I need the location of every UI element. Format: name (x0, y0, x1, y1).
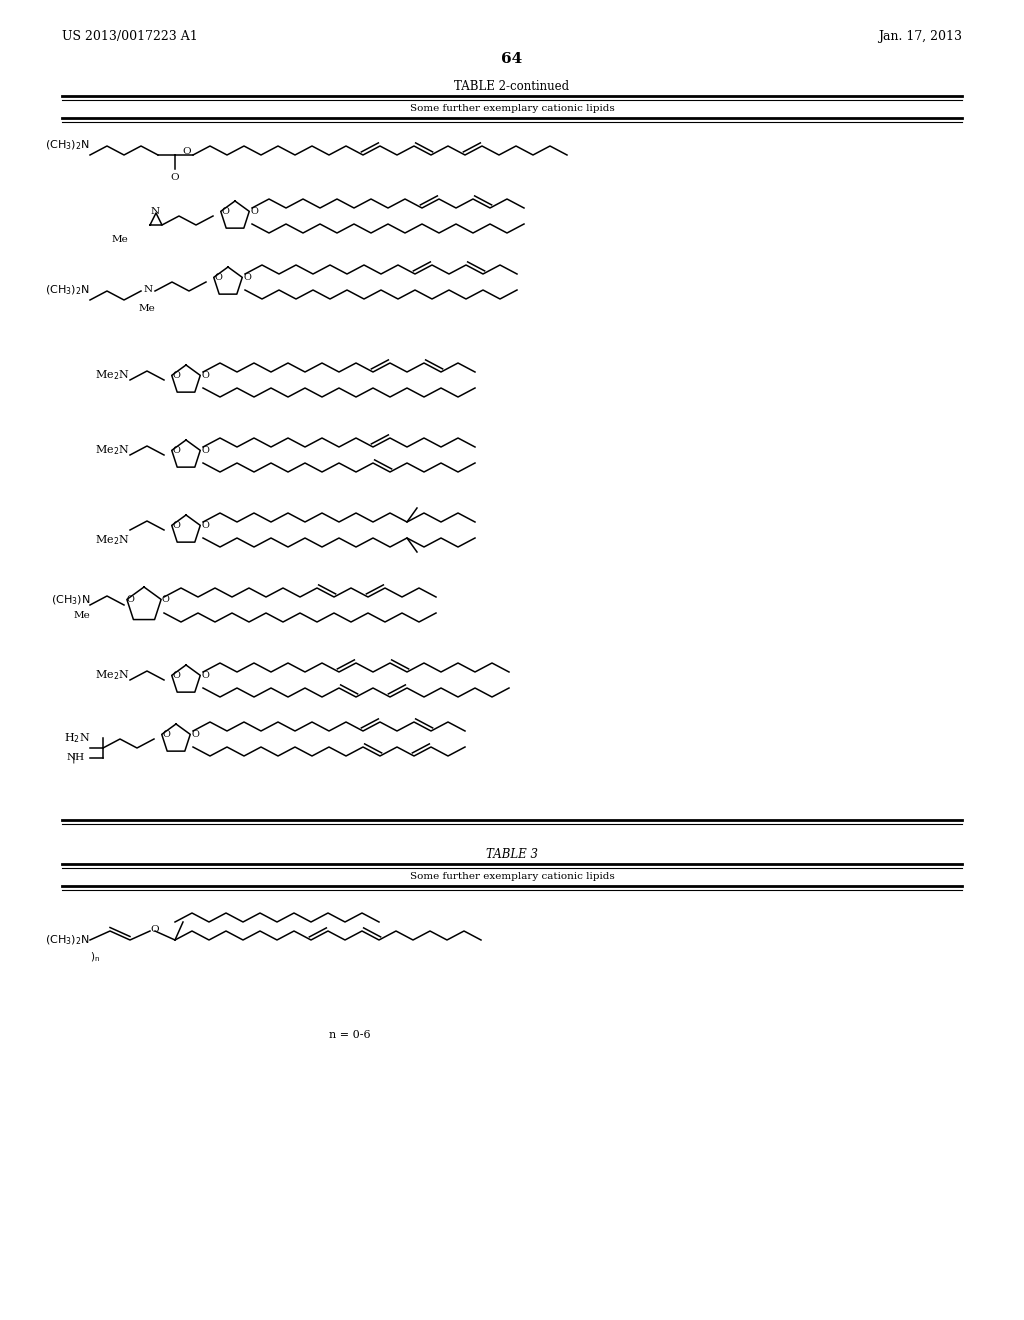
Text: O: O (173, 671, 180, 680)
Text: O: O (173, 446, 180, 455)
Text: $\mathrm{(CH_3)_2N}$: $\mathrm{(CH_3)_2N}$ (45, 284, 90, 297)
Text: Me$_2$N: Me$_2$N (95, 668, 130, 682)
Text: $\mathrm{(CH_3)N}$: $\mathrm{(CH_3)N}$ (50, 593, 90, 607)
Text: Me: Me (112, 235, 129, 243)
Text: $\mathrm{(CH_3)_2N}$: $\mathrm{(CH_3)_2N}$ (45, 933, 90, 946)
Text: O: O (182, 148, 190, 157)
Text: O: O (173, 521, 180, 529)
Text: O: O (222, 207, 229, 216)
Text: Me: Me (74, 610, 90, 619)
Text: O: O (215, 273, 222, 282)
Text: Some further exemplary cationic lipids: Some further exemplary cationic lipids (410, 104, 614, 114)
Text: O: O (173, 371, 180, 380)
Text: O: O (161, 595, 169, 605)
Text: Me$_2$N: Me$_2$N (95, 368, 130, 381)
Text: Me: Me (139, 304, 156, 313)
Text: TABLE 3: TABLE 3 (486, 847, 538, 861)
Text: Me$_2$N: Me$_2$N (95, 444, 130, 457)
Text: O: O (150, 924, 159, 933)
Text: O: O (202, 521, 209, 529)
Text: N: N (144, 285, 154, 293)
Text: O: O (244, 273, 251, 282)
Text: H$_2$N: H$_2$N (63, 731, 90, 744)
Text: NH: NH (67, 754, 85, 763)
Text: O: O (191, 730, 199, 739)
Text: O: O (202, 371, 209, 380)
Text: O: O (163, 730, 171, 739)
Text: O: O (171, 173, 179, 182)
Text: $\mathrm{\vert}$: $\mathrm{\vert}$ (71, 751, 75, 766)
Text: O: O (202, 446, 209, 455)
Text: O: O (202, 671, 209, 680)
Text: N: N (151, 207, 160, 216)
Text: Me$_2$N: Me$_2$N (95, 533, 130, 546)
Text: TABLE 2-continued: TABLE 2-continued (455, 81, 569, 92)
Text: O: O (127, 595, 135, 605)
Text: 64: 64 (502, 51, 522, 66)
Text: n = 0-6: n = 0-6 (329, 1030, 371, 1040)
Text: US 2013/0017223 A1: US 2013/0017223 A1 (62, 30, 198, 44)
Text: O: O (250, 207, 258, 216)
Text: Some further exemplary cationic lipids: Some further exemplary cationic lipids (410, 873, 614, 880)
Text: $\mathrm{(CH_3)_2N}$: $\mathrm{(CH_3)_2N}$ (45, 139, 90, 152)
Text: Jan. 17, 2013: Jan. 17, 2013 (878, 30, 962, 44)
Text: $\mathrm{)_n}$: $\mathrm{)_n}$ (90, 950, 100, 964)
